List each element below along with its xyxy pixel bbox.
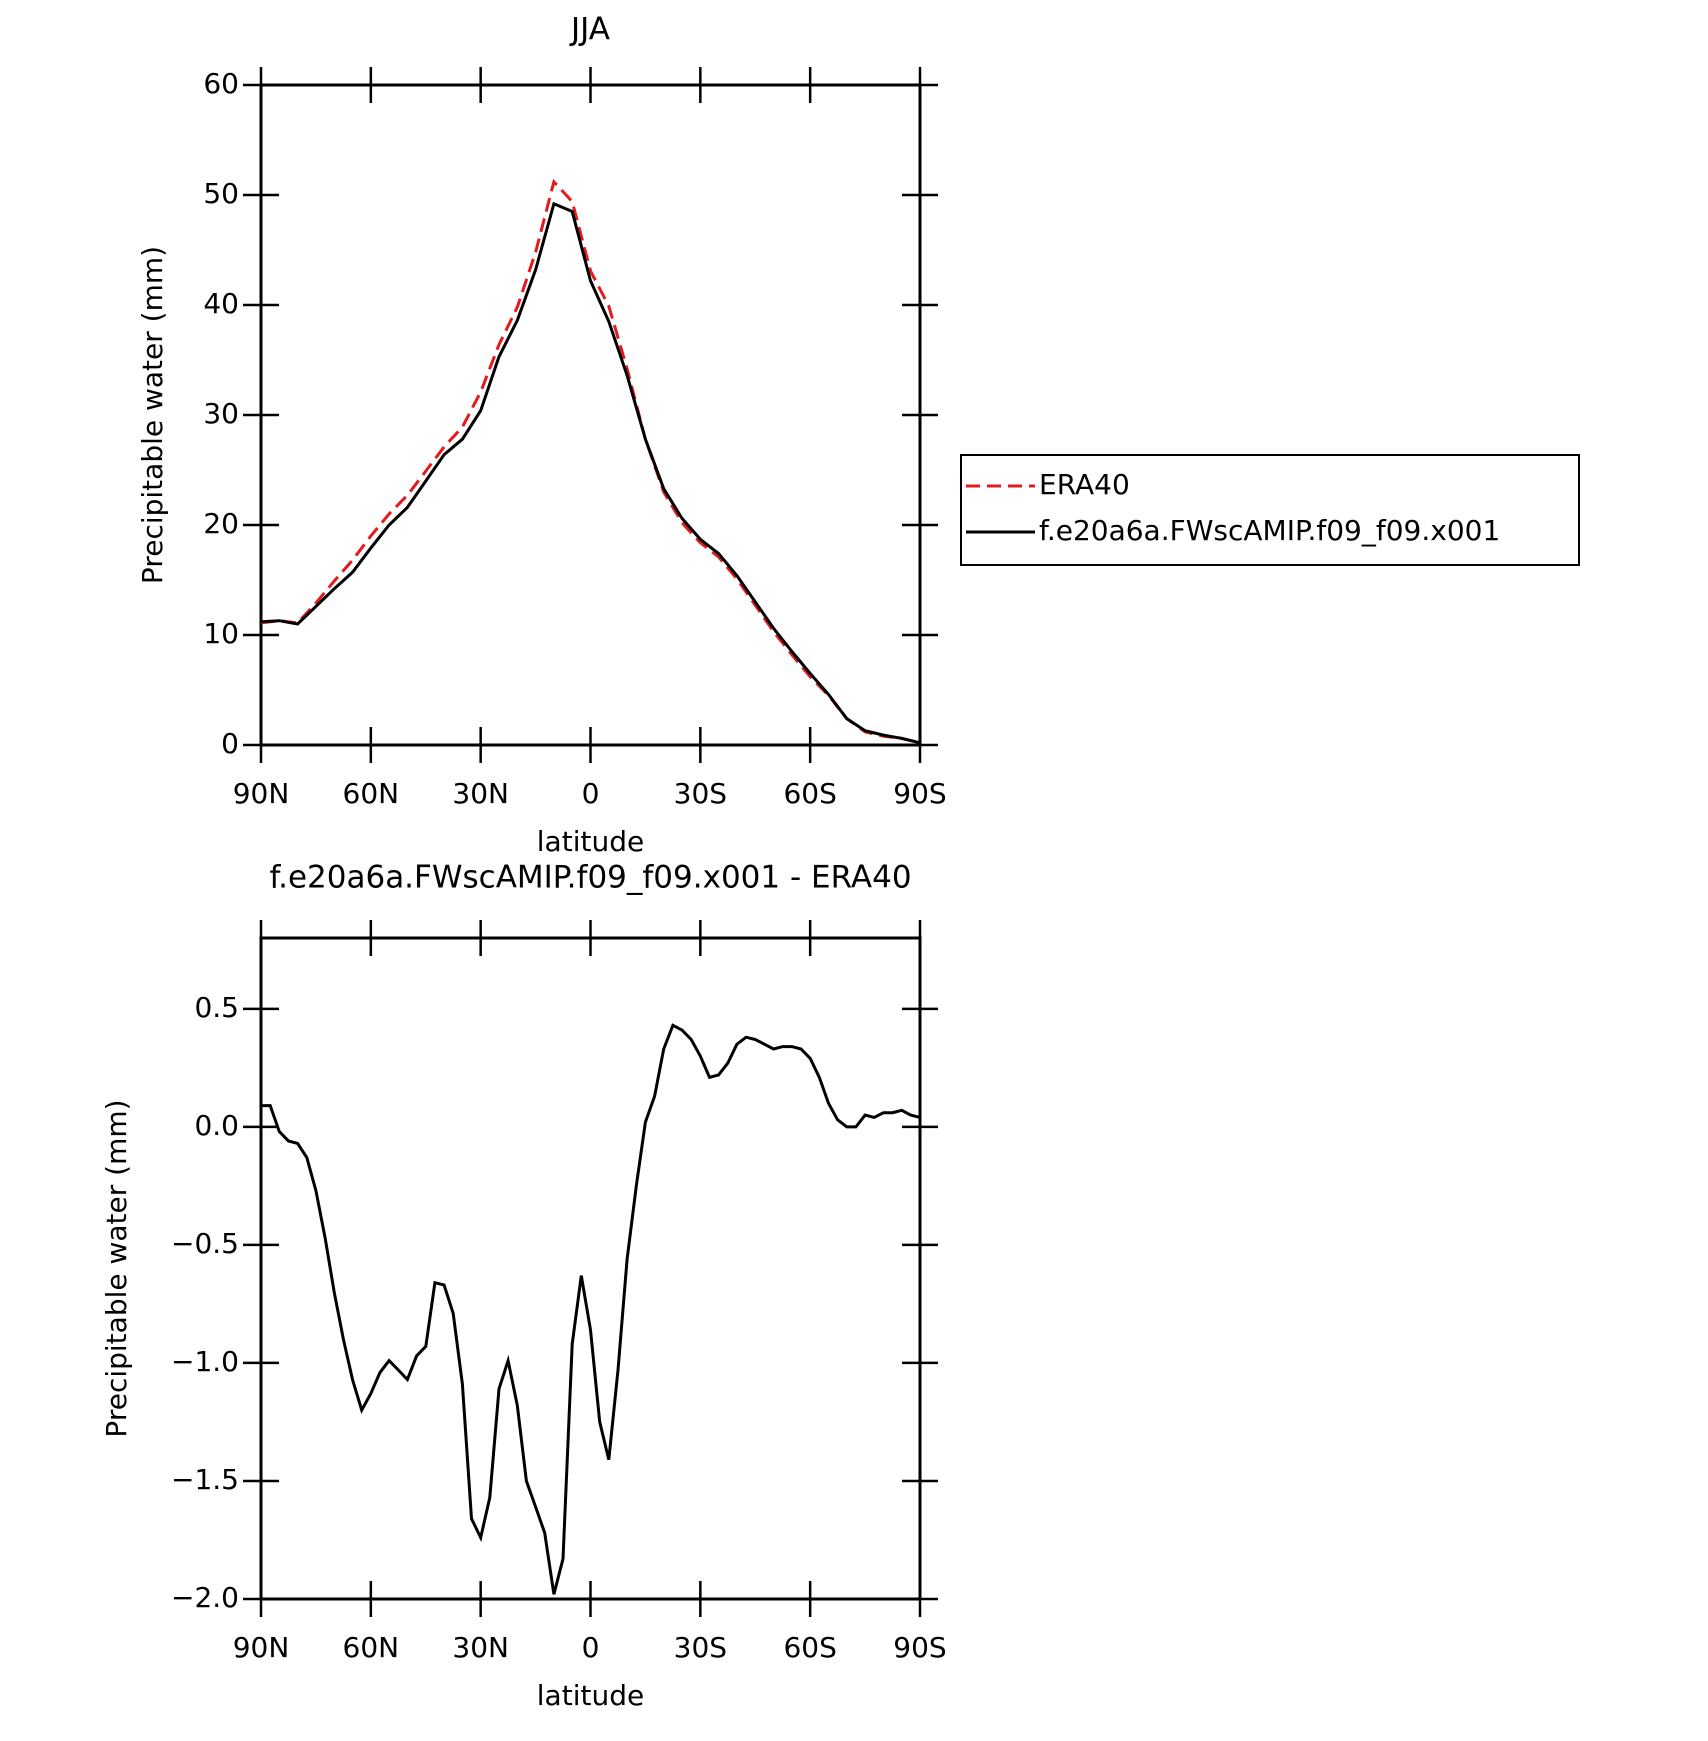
x-tick-label: 60S xyxy=(783,1631,836,1664)
x-tick-label: 30N xyxy=(452,777,509,810)
y-tick-label: 0 xyxy=(221,727,239,760)
plot-frame xyxy=(259,936,922,1601)
plot-frame xyxy=(259,83,922,747)
y-tick-label: 0.0 xyxy=(194,1109,239,1142)
x-tick-label: 30S xyxy=(674,777,727,810)
y-tick-label: 0.5 xyxy=(194,991,239,1024)
x-axis-label: latitude xyxy=(537,825,644,858)
x-tick-label: 30S xyxy=(674,1631,727,1664)
y-axis-label: Precipitable water (mm) xyxy=(100,1099,133,1437)
y-tick-label: −2.0 xyxy=(171,1581,239,1614)
data-line xyxy=(261,1023,921,1595)
x-tick-label: 60S xyxy=(783,777,836,810)
data-line xyxy=(260,201,921,745)
x-tick-label: 0 xyxy=(582,1631,600,1664)
legend-box xyxy=(960,454,1580,566)
x-tick-label: 90N xyxy=(233,1631,290,1664)
x-tick-label: 90N xyxy=(233,777,290,810)
x-tick-label: 60N xyxy=(343,1631,400,1664)
y-tick-label: 20 xyxy=(203,507,239,540)
x-tick-label: 60N xyxy=(343,777,400,810)
chart-title: f.e20a6a.FWscAMIP.f09_f09.x001 - ERA40 xyxy=(269,860,911,896)
legend-label: ERA40 xyxy=(1039,468,1130,501)
x-tick-label: 0 xyxy=(582,777,600,810)
x-tick-label: 90S xyxy=(893,1631,946,1664)
y-tick-label: −1.0 xyxy=(171,1345,239,1378)
y-axis-label: Precipitable water (mm) xyxy=(136,246,169,584)
x-axis-label: latitude xyxy=(537,1679,644,1712)
chart-title: JJA xyxy=(569,12,610,48)
y-tick-label: −0.5 xyxy=(171,1227,239,1260)
data-line xyxy=(260,178,921,745)
legend-label: f.e20a6a.FWscAMIP.f09_f09.x001 xyxy=(1039,514,1500,547)
y-tick-label: −1.5 xyxy=(171,1463,239,1496)
x-tick-label: 90S xyxy=(893,777,946,810)
x-tick-label: 30N xyxy=(452,1631,509,1664)
y-tick-label: 50 xyxy=(203,177,239,210)
y-tick-label: 30 xyxy=(203,397,239,430)
y-tick-label: 10 xyxy=(203,617,239,650)
y-tick-label: 60 xyxy=(203,67,239,100)
y-tick-label: 40 xyxy=(203,287,239,320)
